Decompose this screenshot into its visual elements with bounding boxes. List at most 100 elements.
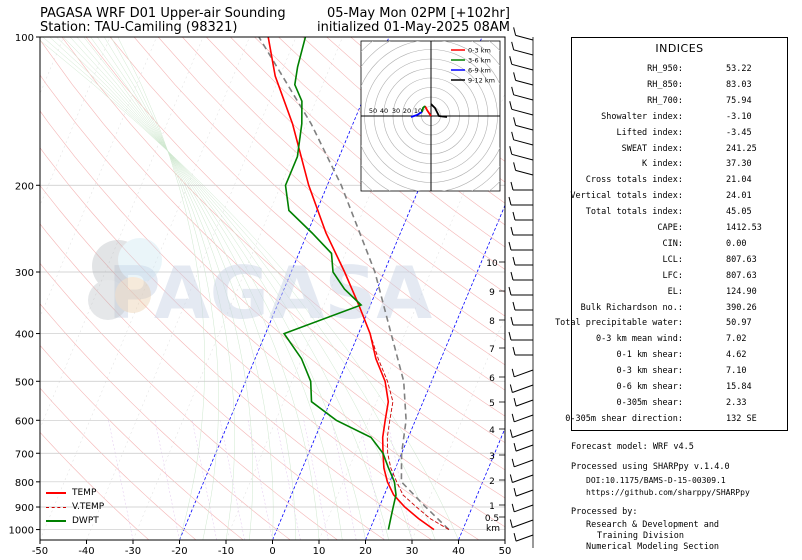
- index-label: 0-3 km shear:: [616, 366, 683, 377]
- legend-temp: TEMP: [46, 486, 104, 500]
- hodograph-trace-0-3: [424, 105, 432, 117]
- wind-barb-flag: [511, 131, 515, 140]
- y-tick-label: 800: [15, 478, 34, 489]
- wind-barb: [512, 384, 534, 393]
- x-tick-label: 0: [269, 546, 275, 557]
- isotherm-line: [225, 37, 436, 540]
- moist-adiabat: [97, 37, 254, 540]
- x-tick-label: 40: [452, 546, 465, 557]
- wind-barb-flag: [512, 346, 516, 356]
- dry-adiabat: [40, 431, 150, 540]
- index-value: -3.45: [726, 127, 752, 138]
- legend-temp-label: TEMP: [72, 488, 97, 498]
- wind-barb-flag: [508, 241, 512, 251]
- wind-barb-flag: [513, 398, 517, 407]
- index-label: Total precipitable water:: [555, 318, 683, 329]
- dry-adiabat: [40, 303, 291, 540]
- wind-barb: [511, 108, 534, 116]
- wind-barb-flag: [513, 533, 517, 542]
- wind-barb-flag: [510, 316, 514, 326]
- height-tick-label: 2: [489, 477, 495, 487]
- y-tick-label: 400: [15, 330, 34, 341]
- wind-barb-flag: [511, 368, 515, 377]
- dry-adiabat: [40, 223, 385, 540]
- wind-barb-flag: [509, 101, 513, 110]
- moist-adiabat: [83, 37, 297, 540]
- height-tick-label: 5: [489, 399, 495, 409]
- y-tick-label: 900: [15, 503, 34, 514]
- index-value: 45.05: [726, 207, 752, 218]
- index-value: 4.62: [726, 350, 747, 361]
- wind-barb-flag: [510, 226, 514, 236]
- mixing-ratio-line: [359, 420, 385, 540]
- isotherm-line: [365, 204, 505, 540]
- indices-title: INDICES: [655, 42, 704, 55]
- index-value: 7.02: [726, 334, 747, 345]
- wind-barb-flag: [513, 162, 517, 171]
- index-value: 241.25: [726, 143, 757, 154]
- dry-adiabat: [40, 39, 505, 471]
- height-tick-label: 4: [489, 426, 495, 436]
- mixing-ratio-line: [331, 420, 357, 540]
- x-tick-label: 30: [406, 546, 419, 557]
- dry-adiabat: [109, 37, 505, 391]
- isotherm-line: [40, 37, 64, 95]
- hodograph-ring-label: 10: [414, 107, 422, 115]
- wind-barb-flag: [513, 488, 517, 497]
- wind-barb-flag: [509, 429, 513, 438]
- index-label: LCL:: [662, 254, 683, 265]
- x-tick-label: -10: [218, 546, 234, 557]
- height-tick-label: km: [486, 524, 500, 534]
- y-tick-label: 600: [15, 416, 34, 427]
- index-value: 24.01: [726, 191, 752, 202]
- index-value: 75.94: [726, 95, 752, 106]
- wind-barb-flag: [510, 181, 514, 191]
- moist-adiabat: [42, 37, 436, 540]
- index-value: 1412.53: [726, 223, 762, 233]
- wind-barb: [514, 414, 534, 423]
- y-tick-label: 300: [15, 268, 34, 279]
- moist-adiabat: [103, 37, 235, 540]
- index-value: 807.63: [726, 254, 757, 265]
- wind-barb-flag: [512, 211, 516, 221]
- wind-barb: [511, 153, 534, 161]
- dry-adiabat: [40, 344, 244, 540]
- wind-barb-flag: [511, 503, 515, 512]
- wind-barb: [512, 519, 534, 528]
- dry-adiabat: [133, 37, 505, 366]
- wind-barb: [514, 459, 534, 468]
- mixing-ratio-line: [154, 420, 180, 540]
- isotherm-line: [318, 92, 505, 540]
- legend-dwpt-label: DWPT: [72, 516, 99, 526]
- dry-adiabat: [40, 110, 505, 528]
- y-axis: 100 200 300 400 500 600 700 800 900 1000: [9, 33, 40, 537]
- x-tick-label: 10: [313, 546, 326, 557]
- hodograph-legend-label: 3-6 km: [468, 57, 491, 65]
- x-tick-label: 50: [499, 546, 512, 557]
- index-value: 53.22: [726, 64, 752, 74]
- wind-barb-flag: [509, 56, 513, 65]
- wind-barb: [515, 534, 534, 542]
- index-label: K index:: [642, 159, 683, 170]
- isotherm-line: [411, 316, 505, 540]
- x-tick-label: -50: [32, 546, 48, 557]
- dry-adiabat: [61, 37, 505, 444]
- mixing-ratio-line: [191, 420, 217, 540]
- x-tick-label: -30: [125, 546, 141, 557]
- index-value: -3.10: [726, 111, 752, 122]
- index-value: 50.97: [726, 318, 752, 329]
- hodograph-trace-9-12: [430, 103, 448, 118]
- height-tick-label: 10: [486, 259, 498, 269]
- index-value: 807.63: [726, 270, 757, 281]
- title-line-1: PAGASA WRF D01 Upper-air Sounding: [40, 6, 286, 21]
- wind-barb: [515, 124, 534, 131]
- index-value: 7.10: [726, 366, 747, 377]
- isotherm-line: [458, 427, 505, 540]
- y-tick-label: 1000: [9, 526, 34, 537]
- x-tick-label: -20: [171, 546, 187, 557]
- wind-barb: [515, 34, 534, 41]
- mixing-ratio-line: [108, 420, 134, 540]
- dry-adiabat: [40, 262, 338, 540]
- title-valid-time: 05-May Mon 02PM [+102hr]: [327, 6, 510, 21]
